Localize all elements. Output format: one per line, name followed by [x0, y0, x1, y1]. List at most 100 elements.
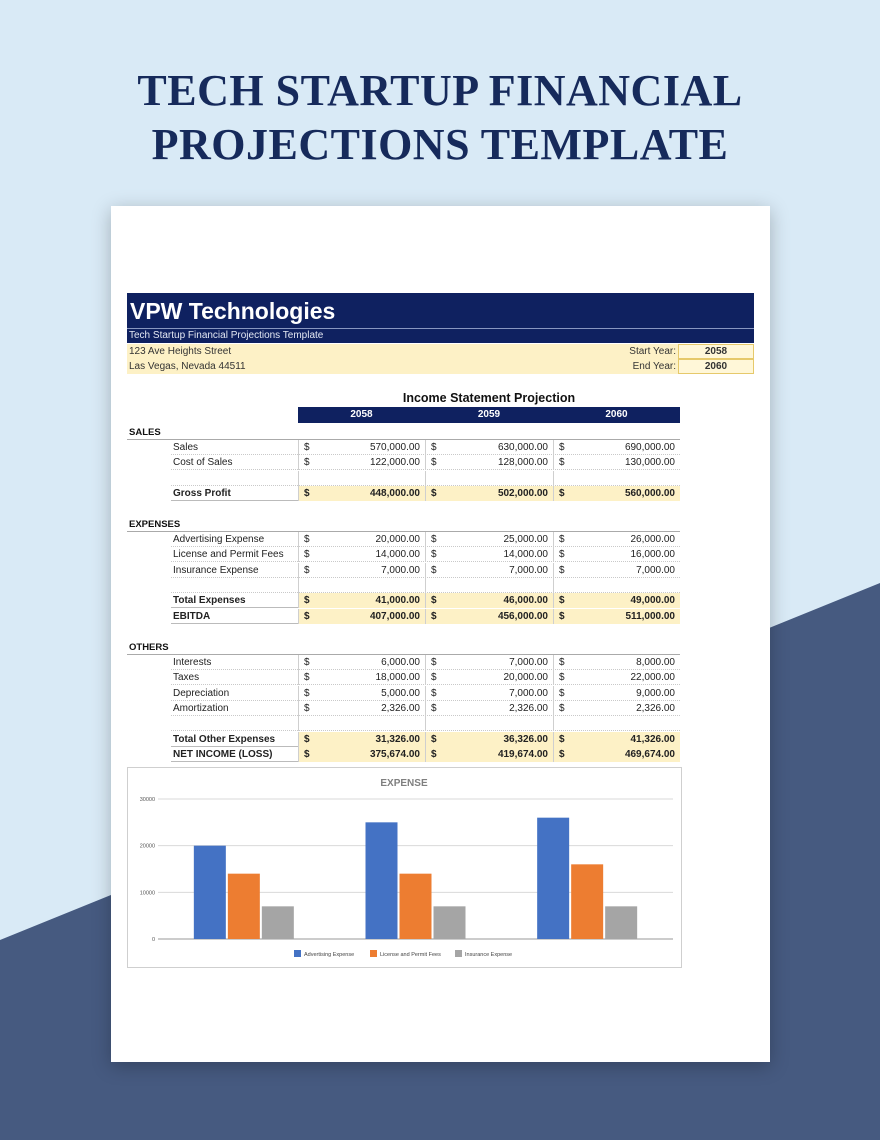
value-cell[interactable]: $7,000.00	[425, 562, 553, 578]
value-cell[interactable]: $2,326.00	[553, 700, 680, 716]
cell-value: 128,000.00	[497, 457, 548, 469]
bar-insurance-expense	[261, 906, 294, 939]
legend-label: License and Permit Fees	[380, 952, 441, 958]
value-cell[interactable]: $8,000.00	[553, 655, 680, 670]
value-cell[interactable]: $375,674.00	[298, 746, 425, 762]
currency-symbol: $	[431, 657, 437, 668]
value-cell[interactable]: $7,000.00	[553, 562, 680, 578]
row-label: Amortization	[173, 702, 229, 714]
value-cell	[298, 470, 425, 486]
page-title: TECH STARTUP FINANCIAL PROJECTIONS TEMPL…	[0, 64, 880, 172]
currency-symbol: $	[559, 534, 565, 545]
value-cell[interactable]: $2,326.00	[298, 700, 425, 716]
cell-value: 18,000.00	[375, 672, 421, 684]
value-cell[interactable]: $18,000.00	[298, 670, 425, 686]
value-cell[interactable]: $36,326.00	[425, 731, 553, 747]
value-cell[interactable]: $22,000.00	[553, 670, 680, 686]
value-cell[interactable]: $5,000.00	[298, 685, 425, 701]
cell-value: 448,000.00	[369, 487, 420, 499]
start-year-field[interactable]: 2058	[678, 344, 754, 359]
table-row: Insurance Expense $7,000.00 $7,000.00 $7,00…	[171, 562, 680, 578]
cell-value: 375,674.00	[369, 748, 420, 760]
table-row: Depreciation $5,000.00 $7,000.00 $9,000.00	[171, 685, 680, 701]
value-cell[interactable]: $128,000.00	[425, 455, 553, 471]
cell-value: 469,674.00	[624, 748, 675, 760]
value-cell[interactable]: $7,000.00	[425, 655, 553, 670]
cell-value: 7,000.00	[381, 564, 420, 576]
value-cell[interactable]: $130,000.00	[553, 455, 680, 471]
currency-symbol: $	[431, 687, 437, 699]
value-cell[interactable]: $25,000.00	[425, 532, 553, 547]
value-cell[interactable]: $456,000.00	[425, 608, 553, 624]
group-divider	[127, 654, 680, 655]
value-cell[interactable]: $407,000.00	[298, 608, 425, 624]
currency-symbol: $	[304, 657, 310, 668]
value-cell[interactable]: $26,000.00	[553, 532, 680, 547]
year-header-3: 2060	[553, 407, 680, 423]
value-cell[interactable]: $7,000.00	[298, 562, 425, 578]
end-year-field[interactable]: 2060	[678, 359, 754, 374]
currency-symbol: $	[304, 457, 310, 469]
value-cell[interactable]: $7,000.00	[425, 685, 553, 701]
company-name: VPW Technologies	[127, 293, 754, 328]
address-city: Las Vegas, Nevada 44511	[129, 361, 246, 372]
value-cell	[298, 577, 425, 593]
value-cell[interactable]: $49,000.00	[553, 593, 680, 609]
value-cell[interactable]: $41,326.00	[553, 731, 680, 747]
currency-symbol: $	[304, 595, 310, 607]
total-row: Gross Profit $448,000.00 $502,000.00 $560,0…	[171, 485, 680, 501]
value-cell[interactable]: $14,000.00	[425, 547, 553, 563]
value-cell[interactable]: $14,000.00	[298, 547, 425, 563]
currency-symbol: $	[304, 702, 310, 714]
row-label: Sales	[173, 442, 199, 453]
value-cell[interactable]: $41,000.00	[298, 593, 425, 609]
cell-value: 14,000.00	[375, 549, 421, 561]
page-title-line2: PROJECTIONS TEMPLATE	[151, 120, 729, 169]
cell-value: 20,000.00	[503, 672, 549, 684]
currency-symbol: $	[304, 564, 310, 576]
currency-symbol: $	[431, 442, 437, 453]
currency-symbol: $	[559, 702, 565, 714]
value-cell[interactable]: $46,000.00	[425, 593, 553, 609]
cell-value: 2,326.00	[381, 702, 420, 714]
value-cell[interactable]: $560,000.00	[553, 485, 680, 501]
value-cell[interactable]: $469,674.00	[553, 746, 680, 762]
end-year-label: End Year:	[632, 361, 676, 372]
group-label-expenses: EXPENSES	[129, 519, 181, 530]
value-cell[interactable]: $20,000.00	[298, 532, 425, 547]
value-cell[interactable]: $2,326.00	[425, 700, 553, 716]
row-label: License and Permit Fees	[173, 549, 284, 561]
bar-advertising-expense	[537, 817, 570, 939]
income-statement-title: Income Statement Projection	[402, 391, 576, 405]
value-cell[interactable]: $9,000.00	[553, 685, 680, 701]
value-cell[interactable]: $448,000.00	[298, 485, 425, 501]
value-cell[interactable]: $690,000.00	[553, 440, 680, 455]
value-cell[interactable]: $630,000.00	[425, 440, 553, 455]
address-row-1: 123 Ave Heights Street Start Year: 2058	[127, 344, 754, 359]
currency-symbol: $	[304, 534, 310, 545]
value-cell[interactable]: $511,000.00	[553, 608, 680, 624]
value-cell[interactable]: $20,000.00	[425, 670, 553, 686]
row-label: Interests	[173, 657, 212, 668]
value-cell[interactable]: $122,000.00	[298, 455, 425, 471]
cell-value: 511,000.00	[625, 610, 676, 622]
row-label: Total Other Expenses	[173, 733, 276, 745]
cell-value: 49,000.00	[630, 595, 676, 607]
value-cell[interactable]: $16,000.00	[553, 547, 680, 563]
value-cell	[425, 577, 553, 593]
cell-value: 7,000.00	[509, 657, 548, 668]
cell-value: 690,000.00	[624, 442, 675, 453]
currency-symbol: $	[431, 672, 437, 684]
row-label: Total Expenses	[173, 595, 246, 607]
value-cell[interactable]: $6,000.00	[298, 655, 425, 670]
value-cell[interactable]: $570,000.00	[298, 440, 425, 455]
currency-symbol: $	[559, 442, 565, 453]
value-cell[interactable]: $502,000.00	[425, 485, 553, 501]
value-cell[interactable]: $31,326.00	[298, 731, 425, 747]
year-header-2: 2059	[425, 407, 553, 423]
cell-value: 9,000.00	[636, 687, 675, 699]
currency-symbol: $	[431, 487, 437, 499]
value-cell[interactable]: $419,674.00	[425, 746, 553, 762]
currency-symbol: $	[559, 687, 565, 699]
cell-value: 122,000.00	[369, 457, 420, 469]
